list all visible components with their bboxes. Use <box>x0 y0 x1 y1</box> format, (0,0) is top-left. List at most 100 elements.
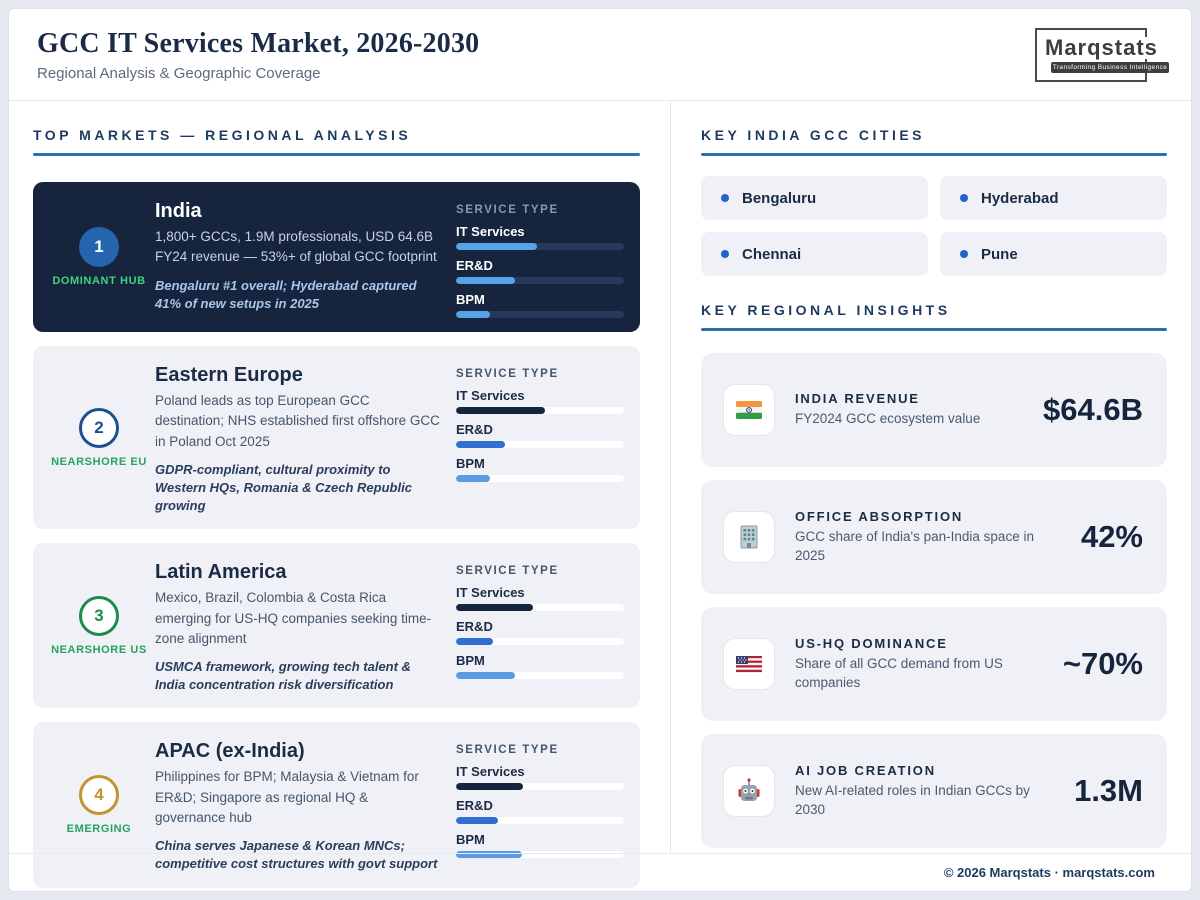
bullet-dot-icon <box>721 250 729 258</box>
service-type-chart: SERVICE TYPE IT Services ER&D BPM <box>456 198 624 318</box>
market-title: APAC (ex-India) <box>155 740 305 763</box>
bullet-dot-icon <box>960 250 968 258</box>
top-markets-heading: TOP MARKETS — REGIONAL ANALYSIS <box>33 127 412 143</box>
insight-description: New AI-related roles in Indian GCCs by 2… <box>795 782 1030 817</box>
service-bar <box>456 817 624 825</box>
footer-copyright: © 2026 Marqstats · marqstats.com <box>943 865 1155 880</box>
cities-heading: KEY INDIA GCC CITIES <box>701 127 926 143</box>
city-chip-chennai: Chennai <box>701 232 928 276</box>
marqstats-logo: Marqstats Transforming Business Intellig… <box>1035 27 1175 82</box>
rank-badge: 3 <box>79 596 119 637</box>
heading-rule <box>33 153 640 156</box>
insight-title: OFFICE ABSORPTION <box>795 508 964 524</box>
market-description: Poland leads as top European GCC destina… <box>155 393 440 449</box>
market-card-india: 1 DOMINANT HUB India 1,800+ GCCs, 1.9M p… <box>33 182 640 332</box>
title-block: GCC IT Services Market, 2026-2030 Region… <box>37 28 479 82</box>
office-building-icon <box>723 511 775 563</box>
robot-icon <box>723 765 775 817</box>
insight-description: GCC share of India's pan-India space in … <box>795 528 1034 563</box>
rank-badge: 2 <box>79 408 119 448</box>
service-label: ER&D <box>456 258 493 273</box>
service-type-chart: SERVICE TYPE IT Services ER&D BPM <box>456 559 624 680</box>
market-title: India <box>155 200 202 222</box>
service-type-chart: SERVICE TYPE IT Services ER&D BPM <box>456 738 624 859</box>
insight-card-us-hq-dominance: US-HQ DOMINANCE Share of all GCC demand … <box>701 607 1167 721</box>
market-description: 1,800+ GCCs, 1.9M professionals, USD 64.… <box>155 229 437 265</box>
logo-wordmark: Marqstats <box>1045 36 1175 59</box>
service-label: BPM <box>456 456 485 471</box>
insight-title: INDIA REVENUE <box>795 391 920 407</box>
rank-badge-label: DOMINANT HUB <box>52 275 146 288</box>
service-bar <box>456 604 624 612</box>
us-flag-icon <box>723 638 775 690</box>
city-name: Hyderabad <box>981 189 1059 207</box>
service-label: BPM <box>456 292 485 307</box>
market-note: GDPR-compliant, cultural proximity to We… <box>155 461 412 514</box>
insight-card-india-revenue: INDIA REVENUE FY2024 GCC ecosystem value… <box>701 353 1167 467</box>
service-bar <box>456 783 624 791</box>
india-flag-icon <box>723 384 775 436</box>
page-title: GCC IT Services Market, 2026-2030 <box>37 27 480 59</box>
service-bar <box>456 638 624 646</box>
insight-value: 42% <box>1080 519 1143 554</box>
cities-grid: Bengaluru Hyderabad Chennai Pune <box>701 176 1167 276</box>
market-note: Bengaluru #1 overall; Hyderabad captured… <box>155 277 417 311</box>
logo-tagline: Transforming Business Intelligence <box>1051 61 1169 73</box>
service-bar <box>456 277 624 284</box>
service-bar <box>456 475 624 482</box>
service-label: IT Services <box>456 764 525 780</box>
market-title: Eastern Europe <box>155 364 303 386</box>
service-label: ER&D <box>456 422 493 437</box>
service-label: BPM <box>456 832 485 848</box>
service-label: IT Services <box>456 224 525 239</box>
insight-title: US-HQ DOMINANCE <box>795 635 948 651</box>
service-bar <box>456 851 624 859</box>
heading-rule <box>701 328 1167 331</box>
service-type-label: SERVICE TYPE <box>456 744 559 757</box>
market-card-apac: 4 EMERGING APAC (ex-India) Philippines f… <box>33 722 640 888</box>
insights-heading: KEY REGIONAL INSIGHTS <box>701 302 951 318</box>
service-type-label: SERVICE TYPE <box>456 368 559 380</box>
city-chip-pune: Pune <box>940 232 1167 276</box>
insight-card-office-absorption: OFFICE ABSORPTION GCC share of India's p… <box>701 480 1167 594</box>
service-label: IT Services <box>456 585 525 601</box>
insight-value: 1.3M <box>1074 773 1143 808</box>
market-title: Latin America <box>155 561 287 584</box>
service-label: BPM <box>456 653 485 669</box>
service-type-label: SERVICE TYPE <box>456 204 559 216</box>
service-type-chart: SERVICE TYPE IT Services ER&D BPM <box>456 362 624 482</box>
service-bar <box>456 407 624 414</box>
rank-badge-label: NEARSHORE US <box>51 644 147 657</box>
insight-card-ai-job-creation: AI JOB CREATION New AI-related roles in … <box>701 734 1167 848</box>
market-card-eastern-europe: 2 NEARSHORE EU Eastern Europe Poland lea… <box>33 346 640 530</box>
right-panel: KEY INDIA GCC CITIES Bengaluru Hyderabad… <box>671 101 1191 853</box>
top-markets-panel: TOP MARKETS — REGIONAL ANALYSIS 1 DOMINA… <box>9 101 671 888</box>
bullet-dot-icon <box>721 194 729 202</box>
service-bar <box>456 243 624 250</box>
insight-value: $64.6B <box>1043 392 1143 427</box>
service-bar <box>456 672 624 680</box>
service-bar <box>456 441 624 448</box>
market-description: Philippines for BPM; Malaysia & Vietnam … <box>155 769 419 825</box>
market-description: Mexico, Brazil, Colombia & Costa Rica em… <box>155 590 432 646</box>
market-note: China serves Japanese & Korean MNCs; com… <box>155 838 438 872</box>
city-chip-hyderabad: Hyderabad <box>940 176 1167 220</box>
rank-badge: 1 <box>79 227 119 268</box>
market-note: USMCA framework, growing tech talent & I… <box>155 659 411 693</box>
service-label: IT Services <box>456 388 525 403</box>
service-label: ER&D <box>456 798 493 814</box>
service-type-label: SERVICE TYPE <box>456 565 559 578</box>
market-card-latin-america: 3 NEARSHORE US Latin America Mexico, Bra… <box>33 543 640 709</box>
city-name: Chennai <box>742 245 802 263</box>
footer: © 2026 Marqstats · marqstats.com <box>9 853 1191 891</box>
service-bar <box>456 311 624 318</box>
page-subtitle: Regional Analysis & Geographic Coverage <box>37 64 321 82</box>
city-name: Bengaluru <box>742 189 817 207</box>
report-page: GCC IT Services Market, 2026-2030 Region… <box>8 8 1192 892</box>
insight-value: ~70% <box>1062 646 1143 681</box>
header: GCC IT Services Market, 2026-2030 Region… <box>9 9 1191 101</box>
rank-badge: 4 <box>79 775 119 816</box>
rank-badge-label: NEARSHORE EU <box>51 456 147 468</box>
bullet-dot-icon <box>960 194 968 202</box>
rank-badge-label: EMERGING <box>66 823 132 836</box>
